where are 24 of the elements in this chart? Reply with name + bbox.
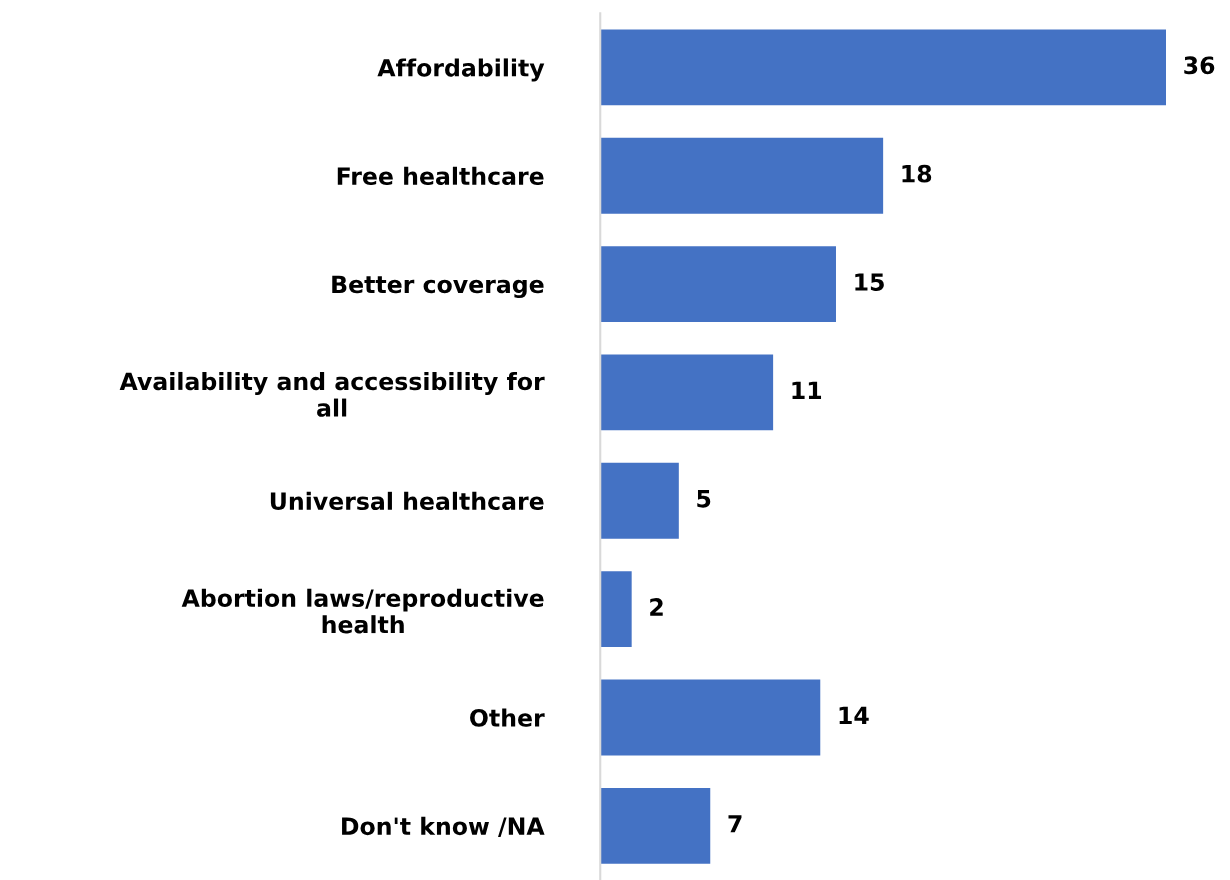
data-label: 36 (1184, 56, 1215, 75)
bar (600, 571, 632, 648)
data-label: 14 (839, 706, 869, 724)
data-label: 18 (902, 164, 932, 183)
data-label: 15 (855, 273, 884, 291)
bar (600, 679, 821, 756)
y-tick-label: Availability and accessibility for all (119, 371, 545, 417)
data-label: 2 (650, 598, 663, 616)
y-tick-label: Abortion laws/reproductive health (181, 588, 544, 634)
y-tick-label: Affordability (377, 58, 545, 82)
data-label: 11 (792, 381, 822, 399)
y-tick-label: Free healthcare (337, 166, 544, 186)
data-label: 5 (697, 490, 711, 508)
bar (600, 29, 1167, 106)
y-tick-label: Other (470, 708, 545, 727)
bar (600, 246, 836, 322)
bar (600, 787, 711, 864)
y-tick-label: Better coverage (332, 275, 544, 299)
data-label: 7 (728, 815, 742, 833)
y-tick-label: Universal healthcare (270, 491, 544, 511)
bar (600, 137, 884, 214)
bar (600, 354, 774, 431)
bar (600, 462, 679, 539)
y-tick-label: Don't know /NA (342, 816, 545, 837)
